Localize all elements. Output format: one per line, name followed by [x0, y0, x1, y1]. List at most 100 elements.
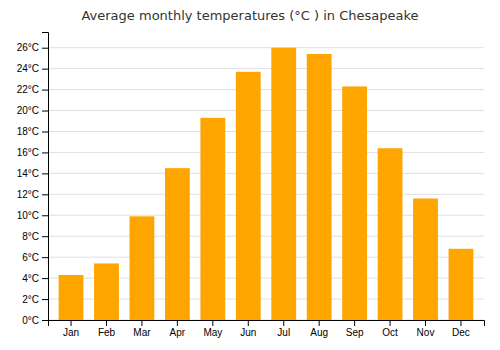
- y-tick: 16°C: [17, 147, 48, 158]
- x-tick: Feb: [98, 320, 116, 338]
- bar: [236, 72, 261, 320]
- y-tick-mark: [42, 90, 48, 91]
- y-tick-mark: [42, 236, 48, 237]
- y-tick-label: 6°C: [22, 252, 39, 263]
- y-axis: 0°C 2°C 4°C 6°C 8°C 10°C 12°C 14°C 16°C 18°C 20°C 2…: [17, 33, 49, 326]
- y-tick-label: 22°C: [17, 84, 39, 95]
- x-axis-line: [49, 321, 485, 327]
- bar: [413, 199, 438, 320]
- x-tick-label: Dec: [452, 327, 470, 338]
- y-tick: 4°C: [22, 273, 48, 284]
- bars: [59, 48, 474, 320]
- y-tick-mark: [42, 278, 48, 279]
- y-tick-label: 20°C: [17, 105, 39, 116]
- grid: [48, 48, 484, 320]
- bar: [449, 249, 474, 320]
- bar: [378, 148, 403, 320]
- y-tick: 2°C: [22, 294, 48, 305]
- bar: [271, 48, 296, 320]
- y-tick-mark: [42, 173, 48, 174]
- x-tick: Jun: [240, 320, 256, 338]
- bar: [165, 168, 190, 320]
- y-tick-label: 14°C: [17, 168, 39, 179]
- y-tick-mark: [42, 299, 48, 300]
- x-tick-label: Mar: [133, 327, 151, 338]
- x-tick: Aug: [310, 320, 328, 338]
- x-axis: Jan Feb Mar Apr May Jun Jul Aug Sep Oct Nov Dec: [49, 320, 485, 338]
- x-tick-label: Feb: [98, 327, 116, 338]
- y-tick-label: 10°C: [17, 210, 39, 221]
- y-tick: 10°C: [17, 210, 48, 221]
- y-tick: 12°C: [17, 189, 48, 200]
- y-tick-label: 24°C: [17, 63, 39, 74]
- y-tick: 6°C: [22, 252, 48, 263]
- x-tick: Nov: [417, 320, 435, 338]
- grid-line: [48, 110, 484, 111]
- x-tick-label: Jun: [240, 327, 256, 338]
- y-tick-label: 26°C: [17, 42, 39, 53]
- x-tick: Apr: [170, 320, 186, 338]
- x-tick: Oct: [382, 320, 398, 338]
- grid-line: [48, 194, 484, 195]
- x-tick: May: [203, 320, 222, 338]
- y-tick-mark: [42, 152, 48, 153]
- x-tick-label: Apr: [170, 327, 186, 338]
- y-tick-mark: [42, 131, 48, 132]
- x-tick-mark: [425, 320, 426, 326]
- y-tick-mark: [42, 257, 48, 258]
- bar: [200, 118, 225, 320]
- x-tick-label: Sep: [346, 327, 364, 338]
- grid-line: [48, 68, 484, 69]
- x-tick: Jan: [63, 320, 79, 338]
- x-tick-label: Oct: [382, 327, 398, 338]
- y-tick-label: 2°C: [22, 294, 39, 305]
- x-tick-mark: [141, 320, 142, 326]
- y-tick: 18°C: [17, 126, 48, 137]
- y-tick: 24°C: [17, 63, 48, 74]
- y-tick-mark: [42, 215, 48, 216]
- x-tick-mark: [212, 320, 213, 326]
- y-tick: 20°C: [17, 105, 48, 116]
- y-tick-mark: [42, 320, 48, 321]
- x-tick-label: Jan: [63, 327, 79, 338]
- title: Average monthly temperatures (°C ) in Ch…: [81, 8, 418, 23]
- y-axis-line: [42, 33, 49, 321]
- y-tick-label: 4°C: [22, 273, 39, 284]
- grid-line: [48, 152, 484, 153]
- x-tick-label: Aug: [310, 327, 328, 338]
- x-tick-mark: [390, 320, 391, 326]
- x-tick: Mar: [133, 320, 151, 338]
- bar: [94, 263, 119, 320]
- x-tick-mark: [248, 320, 249, 326]
- x-tick-label: May: [203, 327, 222, 338]
- bar: [130, 216, 155, 320]
- grid-line: [48, 131, 484, 132]
- y-tick-label: 12°C: [17, 189, 39, 200]
- y-tick-mark: [42, 69, 48, 70]
- x-tick-label: Jul: [277, 327, 290, 338]
- chart: 0°C 2°C 4°C 6°C 8°C 10°C 12°C 14°C 16°C 18°C 20°C 2…: [0, 0, 500, 350]
- bar: [342, 86, 367, 320]
- y-tick-label: 8°C: [22, 231, 39, 242]
- bar: [59, 275, 84, 320]
- y-tick: 0°C: [22, 315, 48, 326]
- x-tick: Jul: [277, 320, 290, 338]
- y-tick-mark: [42, 194, 48, 195]
- x-tick-mark: [460, 320, 461, 326]
- x-tick-mark: [319, 320, 320, 326]
- x-tick-mark: [106, 320, 107, 326]
- y-tick-mark: [42, 48, 48, 49]
- grid-line: [48, 47, 484, 48]
- y-tick-mark: [42, 111, 48, 112]
- x-tick: Sep: [346, 320, 364, 338]
- y-tick-label: 16°C: [17, 147, 39, 158]
- grid-line: [48, 89, 484, 90]
- y-tick-label: 0°C: [22, 315, 39, 326]
- x-tick-mark: [177, 320, 178, 326]
- x-tick-mark: [71, 320, 72, 326]
- y-tick: 8°C: [22, 231, 48, 242]
- grid-line: [48, 173, 484, 174]
- x-tick-mark: [354, 320, 355, 326]
- y-tick: 26°C: [17, 42, 48, 53]
- x-tick-label: Nov: [417, 327, 435, 338]
